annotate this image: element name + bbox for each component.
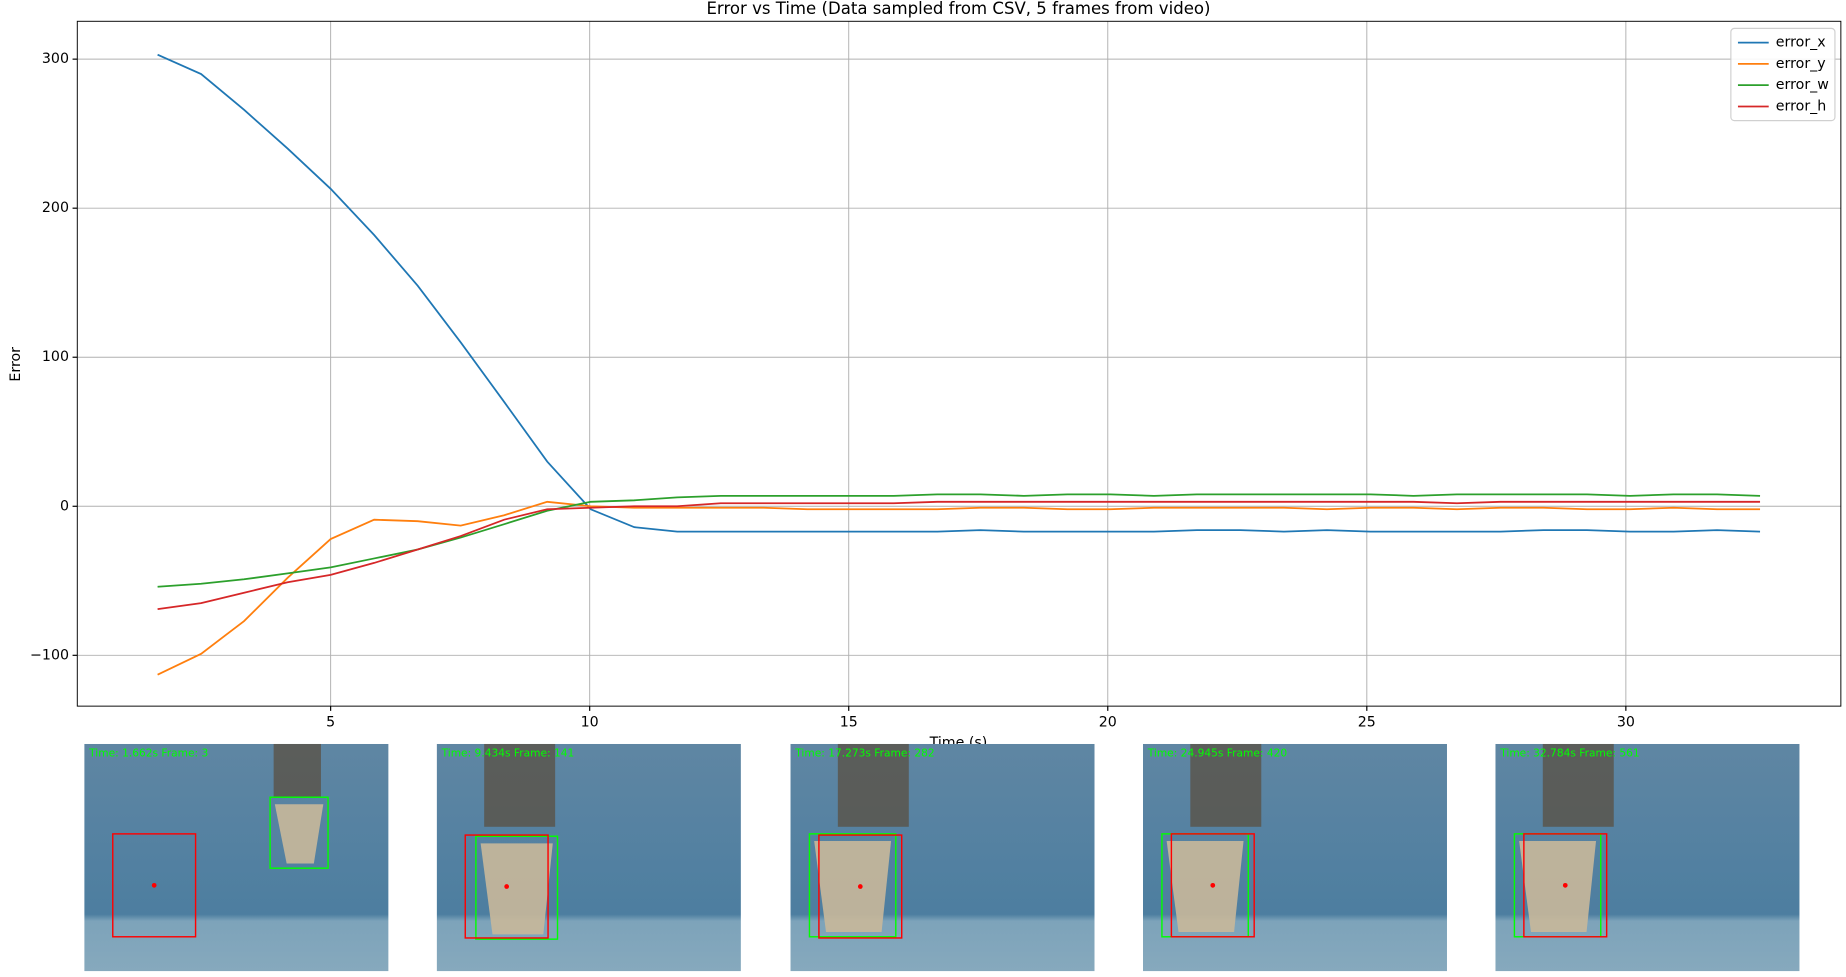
- x-tick-label: 25: [1358, 715, 1376, 731]
- cup: [480, 843, 553, 935]
- frame-label: Time: 1.662s Frame: 3: [88, 746, 208, 759]
- legend-label: error_w: [1776, 77, 1829, 93]
- video-frame: Time: 1.662s Frame: 3: [84, 743, 389, 972]
- plot-frame: [76, 20, 1842, 707]
- y-axis-label: Error: [8, 347, 24, 382]
- target-dot: [151, 882, 157, 888]
- legend-box: [1730, 27, 1836, 122]
- legend-label: error_y: [1776, 56, 1826, 72]
- green-box: [269, 796, 329, 869]
- target-dot: [857, 884, 863, 889]
- y-tick-label: 200: [42, 200, 69, 216]
- target-dot: [504, 884, 510, 889]
- red-box: [1170, 833, 1255, 938]
- x-tick-label: 30: [1617, 715, 1635, 731]
- cup: [814, 840, 892, 933]
- y-tick-label: 100: [42, 349, 69, 365]
- video-frame: Time: 24.945s Frame: 420: [1143, 743, 1447, 972]
- frame-label: Time: 17.273s Frame: 282: [794, 746, 934, 759]
- red-box: [112, 833, 197, 938]
- chart-title: Error vs Time (Data sampled from CSV, 5 …: [706, 0, 1210, 18]
- x-tick-label: 15: [840, 715, 858, 731]
- line-series: [157, 500, 1761, 676]
- x-tick-label: 10: [581, 715, 599, 731]
- frame-image: [84, 743, 389, 972]
- y-tick-label: −100: [30, 647, 69, 663]
- video-frame: Time: 32.784s Frame: 561: [1495, 743, 1800, 972]
- frame-label: Time: 24.945s Frame: 420: [1147, 746, 1288, 759]
- frame-label: Time: 9.434s Frame: 141: [441, 746, 575, 759]
- line-series: [157, 53, 1761, 533]
- legend-label: error_h: [1776, 98, 1826, 114]
- cup: [274, 804, 324, 864]
- x-tick-label: 5: [326, 715, 335, 731]
- cup: [1519, 840, 1597, 933]
- gripper: [1542, 743, 1614, 827]
- x-tick-label: 20: [1099, 715, 1117, 731]
- red-box: [464, 834, 549, 939]
- line-series: [157, 500, 1761, 610]
- gripper: [484, 743, 556, 827]
- green-box: [475, 835, 559, 940]
- cup: [1166, 840, 1244, 933]
- video-frame: Time: 17.273s Frame: 282: [790, 743, 1095, 972]
- red-box: [818, 834, 903, 939]
- red-box: [1523, 833, 1608, 938]
- legend-label: error_x: [1776, 35, 1826, 51]
- frame-label: Time: 32.784s Frame: 561: [1499, 746, 1639, 759]
- green-box: [808, 833, 897, 938]
- target-dot: [1210, 882, 1216, 888]
- video-frame: Time: 9.434s Frame: 141: [436, 743, 741, 972]
- y-tick-label: 0: [60, 498, 69, 514]
- target-dot: [1562, 882, 1568, 888]
- y-tick-label: 300: [42, 51, 69, 67]
- gripper: [273, 743, 321, 798]
- frame-image: [436, 743, 741, 972]
- gripper: [1190, 743, 1262, 827]
- gripper: [837, 743, 909, 827]
